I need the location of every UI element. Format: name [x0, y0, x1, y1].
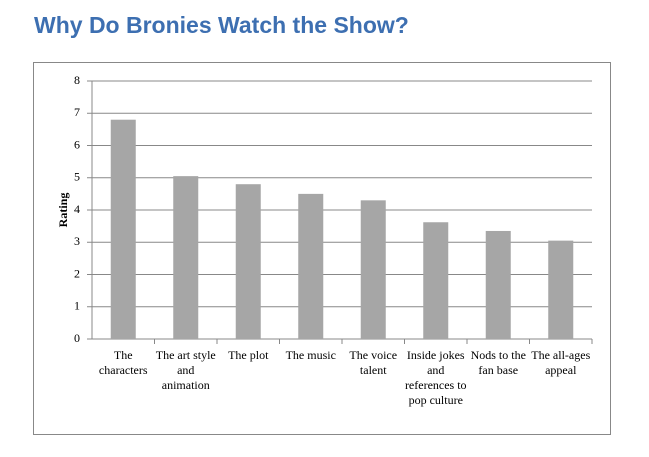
y-tick-label: 1 [74, 299, 80, 313]
y-tick-label: 0 [74, 331, 80, 345]
x-tick-label: The voice talent [349, 348, 398, 377]
x-tick-label: The characters [98, 348, 148, 377]
chart-frame [33, 62, 611, 435]
bar [298, 193, 324, 339]
y-axis-label: Rating [56, 193, 70, 228]
x-tick-label: Inside jokes and references to pop cultu… [404, 348, 467, 407]
x-tick-label: Nods to the fan base [470, 348, 526, 377]
y-tick-label: 8 [74, 73, 80, 87]
x-tick-label: The art style and animation [155, 348, 216, 392]
bar [485, 230, 511, 339]
bar [235, 184, 261, 339]
y-tick-label: 3 [74, 234, 80, 248]
x-tick-label: The music [285, 348, 336, 362]
y-tick-label: 7 [74, 105, 80, 119]
y-tick-label: 2 [74, 266, 80, 280]
y-tick-label: 5 [74, 170, 80, 184]
bar [548, 240, 574, 339]
x-tick-label: The all-ages appeal [531, 348, 591, 377]
bar [173, 176, 199, 339]
y-tick-label: 6 [74, 137, 80, 151]
y-tick-label: 4 [74, 202, 80, 216]
x-tick-label: The plot [228, 348, 269, 362]
chart-title: Why Do Bronies Watch the Show? [34, 12, 409, 38]
bar [360, 200, 386, 339]
bar [423, 222, 449, 339]
bar [110, 119, 136, 339]
